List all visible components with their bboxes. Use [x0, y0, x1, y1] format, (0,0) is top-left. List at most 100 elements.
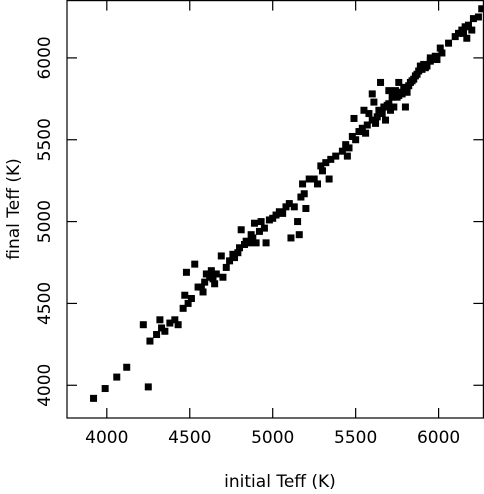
- point: [398, 90, 406, 98]
- y-tick-label: 4000: [35, 364, 55, 407]
- point: [260, 224, 268, 232]
- point: [294, 218, 302, 226]
- point: [459, 29, 467, 37]
- point: [234, 249, 242, 257]
- point: [295, 231, 303, 239]
- point: [236, 244, 244, 252]
- point: [332, 152, 340, 160]
- point: [156, 316, 164, 324]
- point: [211, 280, 219, 288]
- point: [438, 49, 446, 57]
- point: [171, 316, 179, 324]
- point: [250, 219, 258, 227]
- x-tick-label: 5500: [334, 428, 377, 448]
- point: [390, 103, 398, 111]
- point: [445, 39, 453, 47]
- point: [478, 5, 484, 13]
- point: [197, 283, 205, 291]
- point: [352, 136, 360, 144]
- x-tick-label: 4000: [85, 428, 128, 448]
- point: [325, 175, 333, 183]
- x-tick-label: 6000: [417, 428, 460, 448]
- point: [184, 299, 192, 307]
- point: [245, 239, 253, 247]
- point: [433, 56, 441, 64]
- point: [279, 209, 287, 217]
- point: [222, 263, 230, 271]
- x-tick-label: 5000: [251, 428, 294, 448]
- point: [252, 239, 260, 247]
- point: [207, 267, 215, 275]
- point: [370, 98, 378, 106]
- point: [358, 124, 366, 132]
- point: [368, 90, 376, 98]
- point: [403, 88, 411, 96]
- point: [199, 288, 207, 296]
- point: [385, 100, 393, 108]
- x-tick-label: 4500: [168, 428, 211, 448]
- point: [350, 114, 358, 122]
- point: [314, 180, 322, 188]
- point: [90, 394, 98, 402]
- point: [179, 304, 187, 312]
- point: [123, 363, 131, 371]
- y-axis-label: final Teff (K): [4, 158, 24, 260]
- point: [300, 190, 308, 198]
- point: [372, 119, 380, 127]
- point: [426, 54, 434, 62]
- point: [360, 106, 368, 114]
- y-tick-label: 5500: [35, 118, 55, 161]
- point: [345, 144, 353, 152]
- point: [212, 270, 220, 278]
- point: [363, 121, 371, 129]
- point: [385, 87, 393, 95]
- point: [317, 162, 325, 170]
- point: [365, 110, 373, 118]
- point: [436, 44, 444, 52]
- point: [378, 110, 386, 118]
- point: [373, 113, 381, 121]
- point: [302, 204, 310, 212]
- point: [257, 218, 265, 226]
- point: [217, 252, 225, 260]
- point: [401, 103, 409, 111]
- point: [226, 257, 234, 265]
- point: [463, 34, 471, 42]
- point: [174, 321, 182, 329]
- point: [343, 152, 351, 160]
- point: [469, 15, 477, 23]
- point: [362, 129, 370, 137]
- point: [191, 260, 199, 268]
- plot-frame: [66, 0, 484, 419]
- point: [182, 268, 190, 276]
- point: [255, 227, 263, 235]
- point: [327, 155, 335, 163]
- point: [237, 226, 245, 234]
- point: [305, 175, 313, 183]
- point: [219, 273, 227, 281]
- point: [318, 167, 326, 175]
- point: [166, 319, 174, 327]
- point: [474, 13, 482, 21]
- point: [377, 78, 385, 86]
- point: [388, 93, 396, 101]
- point: [181, 291, 189, 299]
- point: [113, 373, 121, 381]
- point: [161, 327, 169, 335]
- point: [382, 116, 390, 124]
- point: [144, 383, 152, 391]
- point: [464, 21, 472, 29]
- point: [101, 385, 109, 393]
- y-tick-label: 4500: [35, 282, 55, 325]
- point: [249, 234, 257, 242]
- point: [423, 62, 431, 70]
- y-tick-label: 6000: [35, 36, 55, 79]
- point: [262, 239, 270, 247]
- y-tick-label: 5000: [35, 200, 55, 243]
- point: [391, 87, 399, 95]
- x-axis-label: initial Teff (K): [224, 472, 336, 492]
- point: [209, 275, 217, 283]
- point: [299, 180, 307, 188]
- point: [146, 337, 154, 345]
